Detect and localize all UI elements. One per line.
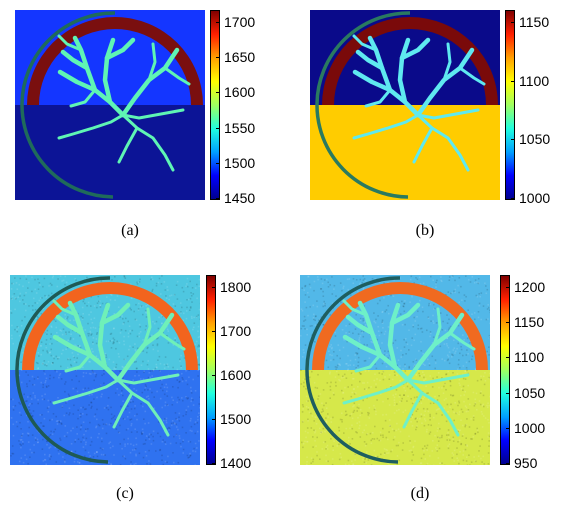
colorbar-tick-label: 1700 <box>220 323 251 339</box>
colorbar-tick-mark <box>212 331 216 332</box>
panel-b-caption: (b) <box>395 222 455 240</box>
colorbar-tick-mark <box>212 375 216 376</box>
colorbar-tick-label: 1200 <box>514 279 545 295</box>
panel-b-colorbar <box>505 10 515 200</box>
colorbar-tick-label: 1400 <box>220 455 251 471</box>
colorbar-tick-label: 1600 <box>224 84 255 100</box>
colorbar-tick-mark <box>216 22 220 23</box>
background-bottom <box>15 105 205 200</box>
background-bottom <box>10 370 200 465</box>
panel-c-caption: (c) <box>95 485 155 503</box>
colorbar-tick-mark <box>511 198 515 199</box>
panel-a-image <box>15 10 205 200</box>
colorbar-tick-mark <box>506 463 510 464</box>
panel-c-colorbar <box>206 275 216 465</box>
colorbar-tick-label: 1000 <box>519 190 550 206</box>
colorbar-tick-mark <box>506 393 510 394</box>
colorbar-tick-label: 1100 <box>519 73 549 89</box>
colorbar-tick-label: 1000 <box>514 420 545 436</box>
colorbar-tick-mark <box>216 128 220 129</box>
panel-d-colorbar <box>500 275 510 465</box>
colorbar-tick-label: 1150 <box>519 14 549 30</box>
colorbar-tick-mark <box>506 287 510 288</box>
colorbar-tick-mark <box>506 357 510 358</box>
colorbar-tick-mark <box>216 92 220 93</box>
panel-d: 1200 1150 1100 1050 1000 950 <box>300 275 550 515</box>
colorbar-tick-label: 1800 <box>220 279 251 295</box>
colorbar-tick-label: 1100 <box>514 349 544 365</box>
panel-a-caption: (a) <box>100 222 160 240</box>
colorbar-tick-label: 1050 <box>519 131 550 147</box>
colorbar-tick-label: 1500 <box>220 411 251 427</box>
panel-c: 1800 1700 1600 1500 1400 <box>10 275 250 515</box>
colorbar-tick-label: 1700 <box>224 14 255 30</box>
colorbar-tick-mark <box>511 139 515 140</box>
colorbar-tick-label: 950 <box>514 455 537 471</box>
panel-b-image <box>310 10 500 200</box>
colorbar-tick-label: 1150 <box>514 314 544 330</box>
colorbar-tick-mark <box>511 22 515 23</box>
colorbar-tick-mark <box>506 428 510 429</box>
panel-a-colorbar <box>210 10 220 200</box>
colorbar-tick-label: 1500 <box>224 155 255 171</box>
colorbar-tick-mark <box>212 419 216 420</box>
panel-d-image <box>300 275 490 465</box>
colorbar-tick-label: 1050 <box>514 385 545 401</box>
panel-c-image <box>10 275 200 465</box>
colorbar-tick-mark <box>212 463 216 464</box>
colorbar-tick-mark <box>216 163 220 164</box>
colorbar-tick-label: 1450 <box>224 190 255 206</box>
panel-b: 1150 1100 1050 1000 <box>310 10 550 250</box>
colorbar-tick-mark <box>216 198 220 199</box>
colorbar-tick-mark <box>511 81 515 82</box>
colorbar-tick-mark <box>212 287 216 288</box>
panel-d-caption: (d) <box>390 485 450 503</box>
colorbar-tick-label: 1550 <box>224 120 255 136</box>
colorbar-tick-mark <box>216 57 220 58</box>
panel-a: 1700 1650 1600 1550 1500 1450 <box>15 10 255 250</box>
background-bottom <box>310 105 500 200</box>
colorbar-tick-label: 1600 <box>220 367 251 383</box>
colorbar-tick-mark <box>506 322 510 323</box>
colorbar-tick-label: 1650 <box>224 49 255 65</box>
